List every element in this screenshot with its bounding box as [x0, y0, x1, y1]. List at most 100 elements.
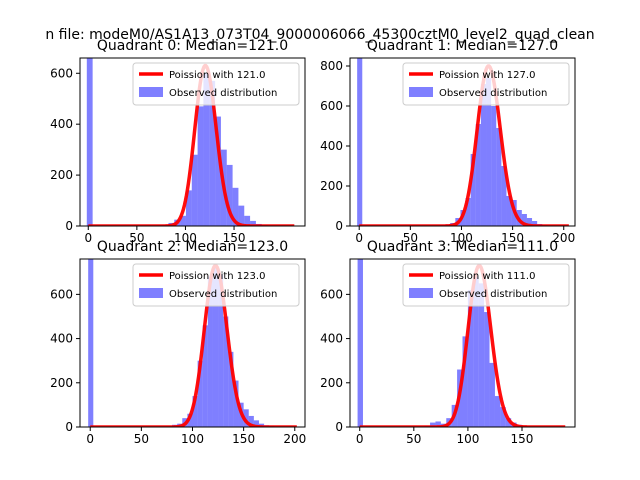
histogram-bar — [180, 215, 186, 226]
y-tick-label: 800 — [320, 59, 343, 73]
histogram-bar — [470, 154, 476, 226]
histogram-bar — [357, 259, 363, 427]
x-tick-label: 50 — [403, 231, 418, 245]
histogram-bar — [435, 421, 441, 427]
histogram-bar — [532, 221, 538, 226]
legend-box — [132, 62, 300, 106]
y-tick-label: 200 — [50, 376, 73, 390]
legend-label-poisson: Poission with 111.0 — [439, 271, 535, 282]
x-tick-label: 0 — [84, 231, 92, 245]
y-tick-label: 400 — [320, 332, 343, 346]
y-tick-label: 0 — [65, 420, 73, 434]
histogram-bar — [209, 80, 216, 226]
legend-label-observed: Observed distribution — [169, 289, 277, 300]
histogram-bar — [215, 116, 221, 226]
y-tick-label: 0 — [335, 219, 343, 233]
legend-label-poisson: Poission with 127.0 — [439, 70, 535, 81]
histogram-bar — [191, 154, 198, 226]
histogram-bar — [243, 409, 249, 427]
y-tick-label: 200 — [50, 168, 73, 182]
histogram-bar — [223, 316, 229, 427]
histogram-bar — [250, 220, 256, 226]
y-tick-label: 400 — [50, 332, 73, 346]
histogram-bar — [473, 276, 479, 427]
y-tick-label: 200 — [320, 376, 343, 390]
subplot-title: Quadrant 0: Median=121.0 — [97, 38, 288, 54]
y-tick-label: 0 — [65, 219, 73, 233]
legend-label-observed: Observed distribution — [169, 88, 277, 99]
histogram-bar — [218, 274, 224, 427]
histogram-bar — [467, 289, 474, 427]
histogram-bar — [202, 325, 208, 427]
histogram-bar — [478, 283, 485, 427]
legend-label-observed: Observed distribution — [439, 289, 547, 300]
x-tick-label: 0 — [355, 231, 363, 245]
histogram-bar — [486, 78, 492, 226]
histogram-bar — [244, 215, 251, 226]
subplot-title: Quadrant 1: Median=127.0 — [367, 38, 558, 54]
x-tick-label: 0 — [86, 432, 94, 446]
x-tick-label: 0 — [356, 432, 364, 446]
figure-suptitle: n file: modeM0/AS1A13_073T04_9000006066_… — [45, 27, 594, 43]
histogram-bar — [253, 420, 259, 427]
x-tick-label: 100 — [174, 231, 197, 245]
histogram-bar — [526, 218, 533, 226]
histogram-bar — [465, 198, 471, 226]
legend: Poission with 127.0 Observed distribution — [402, 62, 570, 106]
y-tick-label: 600 — [50, 287, 73, 301]
histogram-bar — [501, 166, 507, 226]
histogram-bar — [232, 187, 239, 226]
histogram-bar — [521, 214, 527, 226]
subplot-title: Quadrant 2: Median=123.0 — [97, 239, 288, 255]
histogram-bar — [192, 396, 198, 427]
histogram-bars — [86, 58, 268, 226]
histogram-bar — [228, 351, 234, 427]
y-tick-label: 600 — [320, 287, 343, 301]
x-tick-label: 150 — [232, 432, 255, 446]
legend-hist-swatch — [409, 87, 433, 97]
x-tick-label: 50 — [129, 231, 144, 245]
histogram-bar — [491, 106, 497, 226]
histogram-bar — [430, 422, 436, 427]
x-tick-label: 150 — [501, 231, 524, 245]
axes-frame — [79, 57, 306, 227]
x-tick-label: 50 — [134, 432, 149, 446]
x-tick-label: 150 — [223, 231, 246, 245]
subplot-title: Quadrant 3: Median=111.0 — [367, 239, 558, 255]
legend-hist-swatch — [139, 87, 163, 97]
histogram-bar — [233, 380, 239, 427]
poisson-curve — [87, 63, 296, 226]
x-tick-label: 50 — [406, 432, 421, 446]
histogram-bar — [506, 196, 512, 226]
legend-box — [132, 263, 300, 307]
legend: Poission with 111.0 Observed distribution — [402, 263, 570, 307]
x-tick-label: 100 — [456, 432, 479, 446]
y-tick-label: 0 — [335, 420, 343, 434]
x-tick-label: 100 — [450, 231, 473, 245]
histogram-bar — [357, 58, 363, 226]
legend-box — [402, 62, 570, 106]
x-tick-label: 200 — [552, 231, 575, 245]
histogram-bar — [496, 128, 502, 226]
x-tick-label: 100 — [181, 432, 204, 446]
y-tick-label: 400 — [320, 139, 343, 153]
histogram-bar — [489, 362, 495, 427]
y-tick-label: 600 — [320, 99, 343, 113]
legend: Poission with 121.0 Observed distribution — [132, 62, 300, 106]
histogram-bar — [207, 276, 213, 427]
legend-label-poisson: Poission with 123.0 — [169, 271, 265, 282]
histogram-bar — [226, 164, 233, 226]
histogram-bar — [500, 407, 506, 427]
histogram-bar — [185, 190, 192, 226]
histogram-bar — [505, 418, 512, 427]
legend-hist-swatch — [409, 288, 433, 298]
histogram-bar — [212, 267, 219, 427]
subplot-0: 0 50 100 150 0 200 400 600 Quadrant 0: Median=12… — [50, 38, 306, 245]
histogram-bar — [484, 312, 490, 427]
axes-frame — [349, 258, 576, 428]
histogram-bar — [88, 259, 94, 427]
histogram-bar — [238, 205, 245, 226]
histogram-bar — [197, 360, 203, 427]
x-tick-label: 150 — [511, 432, 534, 446]
